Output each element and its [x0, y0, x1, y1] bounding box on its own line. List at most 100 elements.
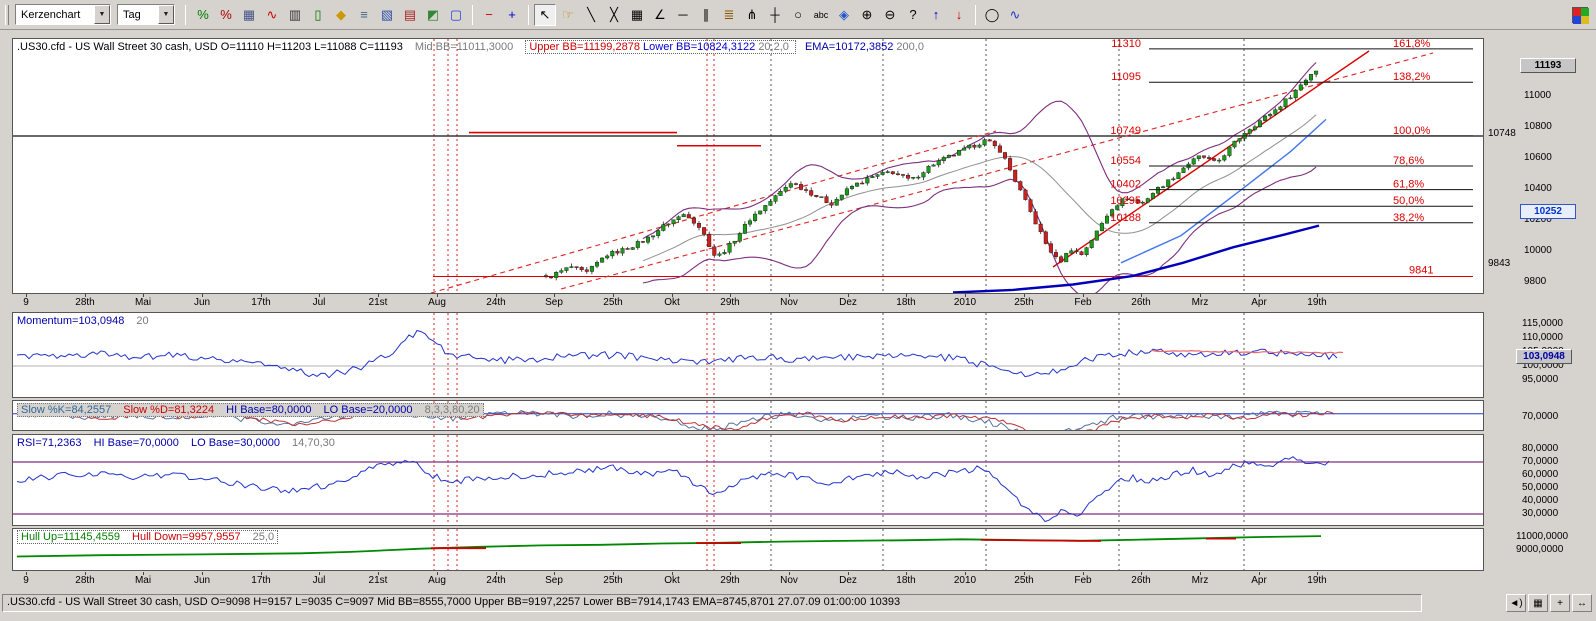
- main-chart-panel[interactable]: 11310161,8%11095138,2%10749100,0%1055478…: [12, 38, 1484, 294]
- time-tick-label: Nov: [780, 297, 798, 308]
- time-tick-label: 18th: [896, 297, 915, 308]
- toolbar-grip[interactable]: [5, 5, 9, 25]
- text-tool-icon[interactable]: abc: [810, 4, 832, 26]
- stochastic-tick-label: 70,0000: [1522, 411, 1558, 422]
- grid-lines-tool-icon[interactable]: ▦: [626, 4, 648, 26]
- rsi-chart[interactable]: [13, 435, 1483, 525]
- stochastic-axis[interactable]: 70,0000: [1486, 400, 1596, 431]
- pitchfork-tool-icon[interactable]: ⋔: [741, 4, 763, 26]
- svg-text:10402: 10402: [1110, 179, 1141, 191]
- svg-text:78,6%: 78,6%: [1393, 155, 1424, 167]
- paint-drop-icon[interactable]: ◈: [833, 4, 855, 26]
- ema-price-box: 10252: [1520, 204, 1576, 219]
- candlestick-chart[interactable]: 11310161,8%11095138,2%10749100,0%1055478…: [13, 39, 1483, 293]
- price-tick-label: 10400: [1524, 183, 1552, 194]
- time-tick-label: Aug: [428, 575, 446, 586]
- svg-text:61,8%: 61,8%: [1393, 179, 1424, 191]
- timeframe-select[interactable]: Tag ▼: [117, 4, 175, 25]
- toolbar-separator: [472, 5, 473, 25]
- price-tick-label: 10600: [1524, 152, 1552, 163]
- hull-panel[interactable]: Hull Up=11145,4559 Hull Down=9957,9557 2…: [12, 528, 1484, 571]
- wave-draw-icon[interactable]: ∿: [1004, 4, 1026, 26]
- percent-net-icon[interactable]: %: [215, 4, 237, 26]
- remove-object-icon[interactable]: −: [478, 4, 500, 26]
- horizontal-line-tool-icon[interactable]: ─: [672, 4, 694, 26]
- ellipse-tool-icon[interactable]: ○: [787, 4, 809, 26]
- chart-type-value: Kerzenchart: [16, 9, 94, 21]
- svg-text:161,8%: 161,8%: [1393, 39, 1431, 50]
- stochastic-panel[interactable]: Slow %K=84,2557 Slow %D=81,3224 HI Base=…: [12, 400, 1484, 431]
- diamond-chart-icon[interactable]: ◆: [330, 4, 352, 26]
- circle-draw-icon[interactable]: ◯: [981, 4, 1003, 26]
- zoom-in-icon[interactable]: ⊕: [856, 4, 878, 26]
- angle-tool-icon[interactable]: ∠: [649, 4, 671, 26]
- arrow-down-icon[interactable]: ↓: [948, 4, 970, 26]
- time-tick-label: Sep: [545, 297, 563, 308]
- pan-hand-icon[interactable]: ☞: [557, 4, 579, 26]
- percent-change-icon[interactable]: %: [192, 4, 214, 26]
- chevron-down-icon[interactable]: ▼: [158, 5, 174, 24]
- momentum-panel[interactable]: Momentum=103,0948 20: [12, 312, 1484, 398]
- parallel-channel-tool-icon[interactable]: ∥: [695, 4, 717, 26]
- time-tick-label: Okt: [664, 575, 680, 586]
- crossline-tool-icon[interactable]: ╳: [603, 4, 625, 26]
- trendline-tool-icon[interactable]: ╲: [580, 4, 602, 26]
- time-tick-label: 25th: [603, 297, 622, 308]
- price-axis[interactable]: 1100010800106001040010200100009800107489…: [1486, 38, 1596, 294]
- volume-icon[interactable]: ◄): [1506, 594, 1526, 612]
- rsi-tick-label: 50,0000: [1522, 482, 1558, 493]
- time-tick-label: 24th: [486, 575, 505, 586]
- stochastic-chart[interactable]: [13, 401, 1483, 430]
- toolbar: Kerzenchart ▼ Tag ▼ %%▦∿▥▯◆≡▧▤◩▢−+↖☞╲╳▦∠…: [0, 0, 1596, 30]
- cursor-select-icon[interactable]: ↖: [534, 4, 556, 26]
- layers-icon[interactable]: ≡: [353, 4, 375, 26]
- bar-chart-icon[interactable]: ▥: [284, 4, 306, 26]
- momentum-axis[interactable]: 115,0000110,0000105,0000100,000095,00001…: [1486, 312, 1596, 398]
- time-tick-label: 25th: [1014, 297, 1033, 308]
- price-tick-label: 10000: [1524, 245, 1552, 256]
- fibonacci-tool-icon[interactable]: ≣: [718, 4, 740, 26]
- hull-axis[interactable]: 11000,00009000,0000: [1486, 528, 1596, 571]
- color-palette-grid-icon[interactable]: [1572, 7, 1588, 23]
- toolbar-separator: [528, 5, 529, 25]
- time-tick-label: Okt: [664, 297, 680, 308]
- time-axis-top[interactable]: 928thMaiJun17thJul21stAug24thSep25thOkt2…: [12, 294, 1484, 311]
- time-tick-label: Sep: [545, 575, 563, 586]
- svg-text:138,2%: 138,2%: [1393, 71, 1431, 83]
- time-axis-bottom[interactable]: 928thMaiJun17thJul21stAug24thSep25thOkt2…: [12, 572, 1484, 589]
- time-tick-label: 17th: [251, 297, 270, 308]
- time-tick-label: Mai: [135, 575, 151, 586]
- add-object-icon[interactable]: +: [501, 4, 523, 26]
- time-tick-label: 2010: [954, 575, 976, 586]
- screen-icon[interactable]: ▢: [445, 4, 467, 26]
- time-tick-label: Jun: [194, 297, 210, 308]
- chevron-down-icon[interactable]: ▼: [94, 5, 110, 24]
- zigzag-indicator-icon[interactable]: ∿: [261, 4, 283, 26]
- rsi-panel[interactable]: RSI=71,2363 HI Base=70,0000 LO Base=30,0…: [12, 434, 1484, 526]
- time-tick-label: Mrz: [1192, 297, 1209, 308]
- grid-toggle-icon[interactable]: ▦: [238, 4, 260, 26]
- price-tick-label: 9800: [1524, 276, 1546, 287]
- hull-tick-label: 9000,0000: [1516, 544, 1563, 555]
- indicator-add-icon[interactable]: ◩: [422, 4, 444, 26]
- zoom-plus-icon[interactable]: +: [1550, 594, 1570, 612]
- time-tick-label: 25th: [1014, 575, 1033, 586]
- depth-chart-icon[interactable]: ▧: [376, 4, 398, 26]
- momentum-chart[interactable]: [13, 313, 1483, 397]
- last-price-box: 11193: [1520, 58, 1576, 73]
- compare-icon[interactable]: ▤: [399, 4, 421, 26]
- crosshair-tool-icon[interactable]: ┼: [764, 4, 786, 26]
- layout-grid-icon[interactable]: ▦: [1528, 594, 1548, 612]
- rsi-axis[interactable]: 80,000070,000060,000050,000040,000030,00…: [1486, 434, 1596, 526]
- toolbar-separator: [975, 5, 976, 25]
- arrow-up-icon[interactable]: ↑: [925, 4, 947, 26]
- context-help-icon[interactable]: ?: [902, 4, 924, 26]
- candle-chart-icon[interactable]: ▯: [307, 4, 329, 26]
- time-tick-label: Mrz: [1192, 575, 1209, 586]
- toolbar-separator: [185, 5, 186, 25]
- resize-handle-icon[interactable]: ↔: [1572, 594, 1592, 612]
- hull-chart[interactable]: [13, 529, 1483, 570]
- chart-type-select[interactable]: Kerzenchart ▼: [15, 4, 111, 25]
- zoom-out-icon[interactable]: ⊖: [879, 4, 901, 26]
- time-tick-label: Dez: [839, 297, 857, 308]
